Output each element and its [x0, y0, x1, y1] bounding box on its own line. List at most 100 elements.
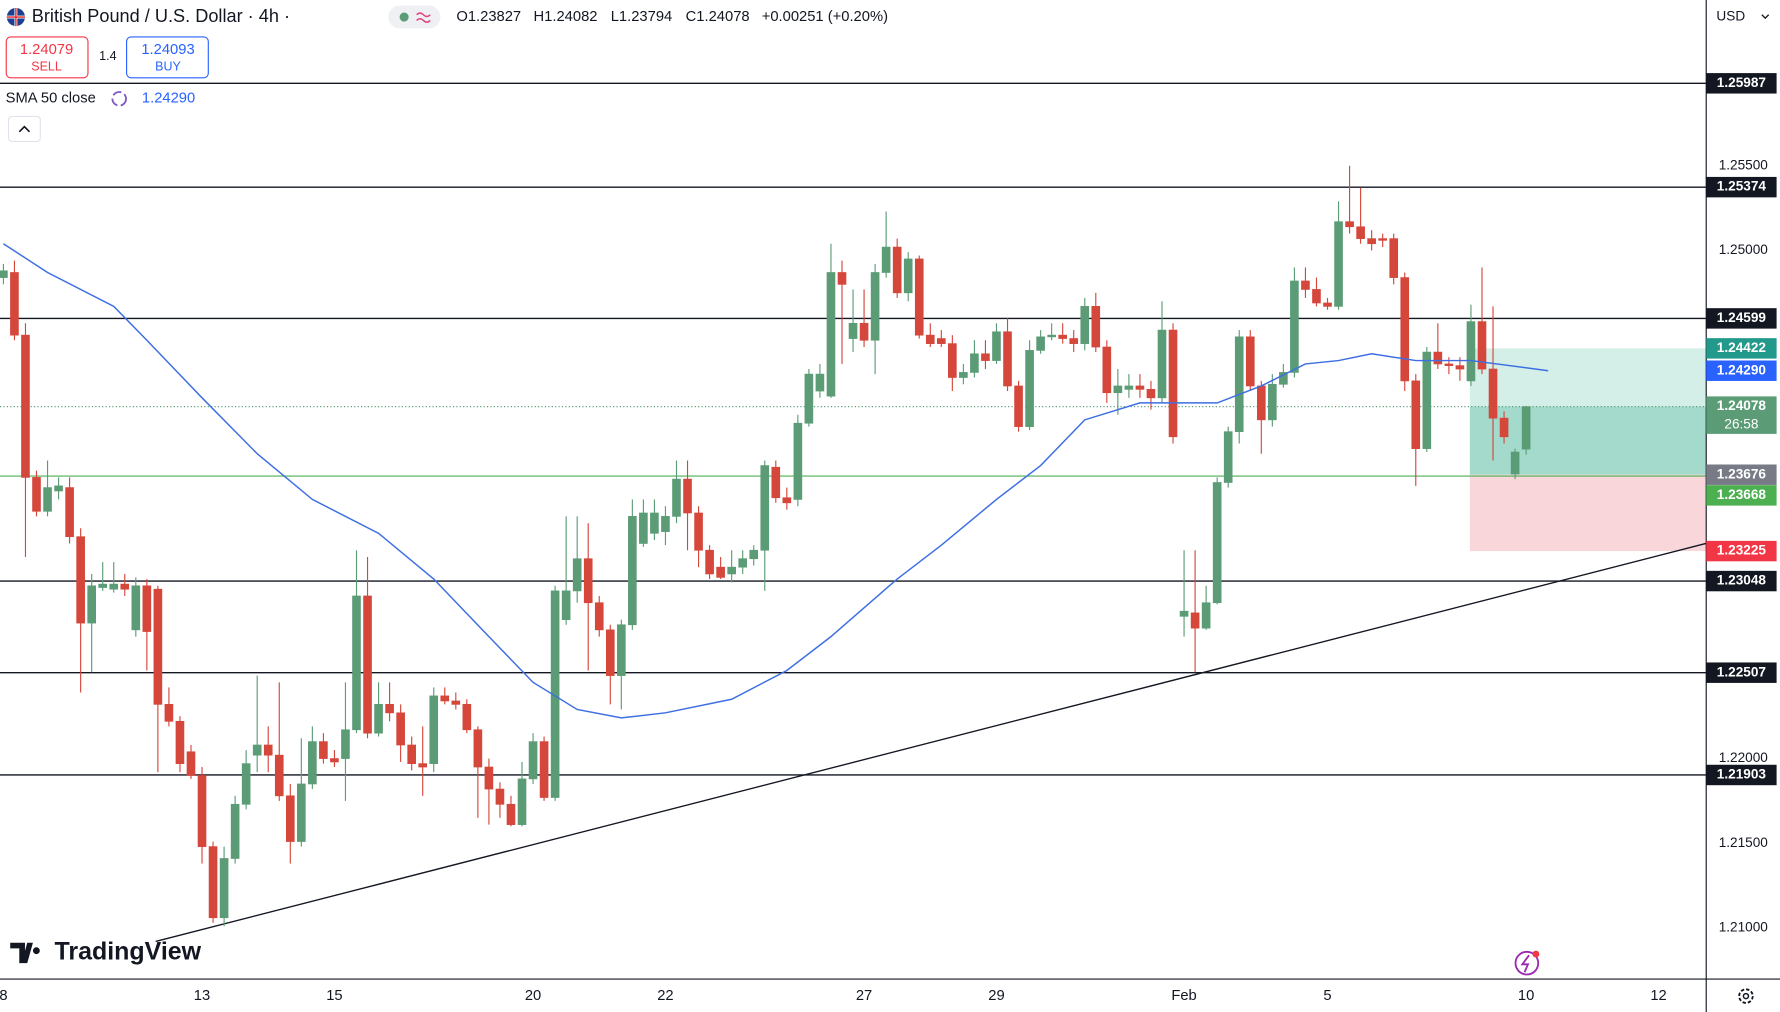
indicator-icon[interactable]	[111, 91, 127, 107]
sell-button[interactable]	[5, 36, 89, 79]
buy-price[interactable]: 1.24093	[141, 42, 194, 58]
currency-label[interactable]: USD	[1716, 9, 1745, 24]
candle-body	[837, 272, 847, 285]
candle-body	[1201, 602, 1211, 629]
candle-body	[1521, 406, 1531, 450]
lightning-circle[interactable]	[1514, 950, 1540, 976]
delay-icon	[416, 12, 431, 23]
status-pill[interactable]	[388, 5, 441, 29]
candle-body	[1245, 336, 1255, 387]
candle-body	[363, 595, 372, 734]
candle-body	[1179, 610, 1189, 617]
indicator-name[interactable]: SMA 50 close	[6, 91, 96, 107]
candle-body	[727, 566, 736, 575]
candle-body	[1356, 226, 1365, 239]
candle-body	[1477, 321, 1487, 370]
gear-center	[1742, 992, 1750, 1000]
candle-body	[1146, 389, 1156, 399]
candle-body	[1168, 329, 1178, 438]
candle-body	[517, 778, 527, 825]
candle-body	[760, 465, 770, 551]
alert-dot	[1532, 950, 1540, 958]
sell-price[interactable]: 1.24079	[20, 42, 73, 58]
candle-body	[285, 795, 295, 842]
price-badge-label: 1.25374	[1717, 179, 1767, 194]
price-badge-label: 1.24422	[1717, 340, 1767, 355]
candle-body	[43, 487, 52, 512]
quote-close: C1.24078	[686, 9, 750, 25]
gear[interactable]	[1738, 988, 1754, 1004]
candle-body	[1190, 612, 1200, 629]
price-badge-label: 1.21903	[1717, 767, 1767, 782]
price-badge	[1706, 396, 1777, 434]
candle-body	[683, 478, 692, 514]
collapse-button[interactable]	[7, 115, 41, 142]
symbol-title[interactable]: British Pound / U.S. Dollar · 4h ·	[32, 6, 290, 26]
candle-body	[815, 373, 825, 392]
price-badge	[1706, 338, 1777, 359]
candle-body	[925, 334, 935, 344]
candle-body	[617, 624, 626, 676]
candle-body	[407, 744, 416, 764]
settings-icon[interactable]	[1738, 988, 1754, 1004]
price-badge	[1706, 570, 1777, 592]
candle-body	[418, 763, 428, 768]
candle-body	[705, 549, 714, 575]
price-badge	[1706, 485, 1777, 506]
candle-body	[1290, 280, 1299, 373]
candle-body	[1334, 221, 1343, 307]
buy-label[interactable]: BUY	[155, 59, 181, 73]
candle-body	[959, 372, 968, 378]
position-stop-zone	[1469, 474, 1707, 552]
price-badge	[1706, 176, 1777, 198]
candle-body	[32, 477, 41, 512]
alert-icon[interactable]	[1514, 950, 1540, 976]
price-badge	[1706, 360, 1777, 381]
candle-body	[131, 585, 141, 631]
price-badge	[1706, 464, 1777, 485]
candle-body	[429, 695, 439, 764]
candle-body	[186, 751, 196, 776]
x-tick-label: Feb	[1171, 988, 1196, 1004]
candle-body	[506, 803, 516, 825]
candle-body	[274, 754, 284, 797]
x-tick-label: 10	[1518, 988, 1534, 1004]
candle-body	[694, 512, 703, 551]
candle-body	[1444, 363, 1454, 366]
sell-label[interactable]: SELL	[31, 59, 62, 73]
price-badge	[1706, 73, 1777, 94]
candle-body	[396, 712, 405, 746]
candle-body	[374, 704, 383, 734]
candle-body	[120, 583, 130, 590]
candle-body	[716, 566, 725, 578]
y-tick-label: 1.21500	[1719, 835, 1769, 850]
countdown: 26:58	[1724, 416, 1758, 431]
candle-body	[892, 246, 902, 294]
trendline	[155, 542, 1707, 943]
candle-body	[76, 536, 85, 624]
buy-button[interactable]	[126, 36, 209, 79]
logo-icon	[10, 942, 40, 964]
y-tick-label: 1.22000	[1719, 750, 1769, 765]
candle-body	[0, 270, 8, 278]
x-tick-label: 15	[326, 988, 342, 1004]
candle-body	[175, 720, 185, 764]
currency-chevron[interactable]	[1761, 14, 1770, 20]
candle-body	[208, 846, 218, 919]
candle-body	[241, 763, 251, 805]
candle-body	[440, 695, 450, 702]
quote-high: H1.24082	[534, 9, 598, 25]
candle-body	[263, 744, 273, 756]
price-badge-label: 1.23668	[1717, 487, 1767, 502]
flag-icon	[6, 7, 25, 27]
lightning-bolt	[1520, 954, 1530, 973]
candle-body	[297, 783, 306, 842]
price-badge	[1706, 662, 1777, 683]
market-open-dot	[399, 12, 409, 22]
candle-body	[1234, 336, 1244, 433]
candle-body	[650, 512, 659, 534]
price-badge-label: 1.24078	[1717, 398, 1767, 413]
candle-body	[1113, 385, 1123, 394]
y-tick-label: 1.25000	[1719, 242, 1769, 257]
header: British Pound / U.S. Dollar · 4h · O1.23…	[5, 5, 888, 142]
